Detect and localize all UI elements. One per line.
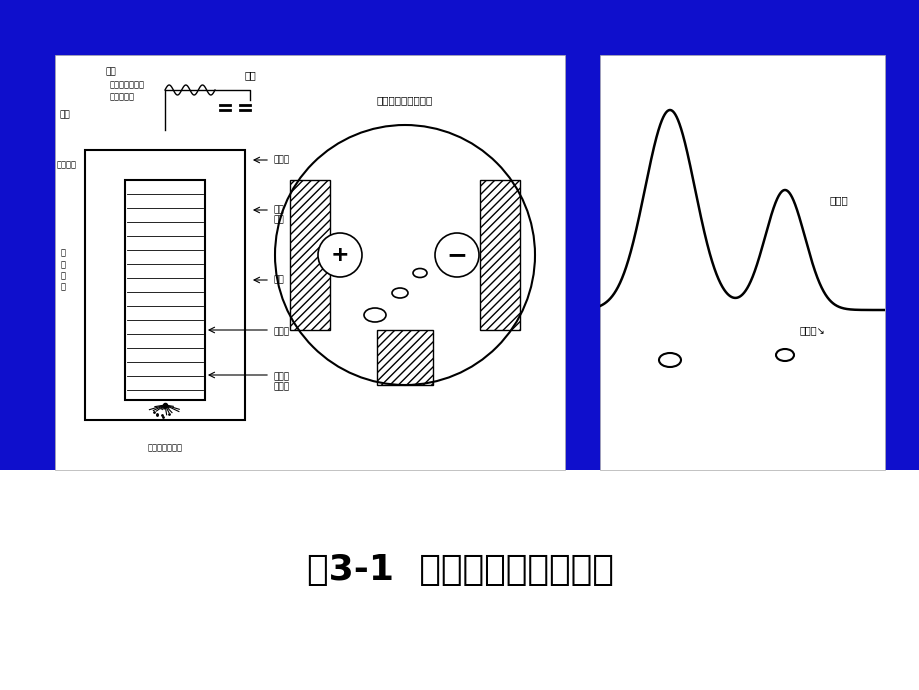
Text: 血细胞通过小孔之图: 血细胞通过小孔之图	[377, 95, 433, 105]
Bar	[599, 55, 884, 470]
Bar	[480, 180, 519, 330]
Bar	[0, 470, 919, 690]
Text: +: +	[330, 245, 349, 265]
Bar	[377, 330, 433, 385]
Text: 恒定电流: 恒定电流	[57, 161, 77, 170]
Text: 白
品
电
膜: 白 品 电 膜	[61, 249, 65, 291]
Text: 细孔部: 细孔部	[273, 155, 289, 164]
Bar	[55, 55, 564, 470]
Text: 图3-1  细胞计数电阻抗原理: 图3-1 细胞计数电阻抗原理	[306, 553, 613, 587]
Text: 外部
电极: 外部 电极	[273, 206, 283, 225]
Text: 烧杯: 烧杯	[273, 275, 283, 284]
Text: 血细胞
浮游液: 血细胞 浮游液	[273, 373, 289, 392]
Text: 血细胞检计原理: 血细胞检计原理	[147, 443, 182, 452]
Text: 电阻: 电阻	[60, 110, 71, 119]
Text: 在电极之间产生: 在电极之间产生	[110, 81, 145, 90]
Circle shape	[318, 233, 361, 277]
Bar	[125, 180, 205, 400]
Text: −: −	[446, 243, 467, 267]
Text: 微小的电压: 微小的电压	[110, 92, 135, 101]
Bar	[85, 150, 244, 420]
Text: 血细胞↘: 血细胞↘	[800, 325, 825, 335]
Text: 电阻: 电阻	[105, 68, 116, 77]
Text: 电源: 电源	[244, 70, 255, 80]
Bar	[289, 180, 330, 330]
Text: 血细胞: 血细胞	[273, 328, 289, 337]
Circle shape	[435, 233, 479, 277]
Circle shape	[275, 125, 535, 385]
Text: 脉冲大: 脉冲大	[829, 195, 848, 205]
